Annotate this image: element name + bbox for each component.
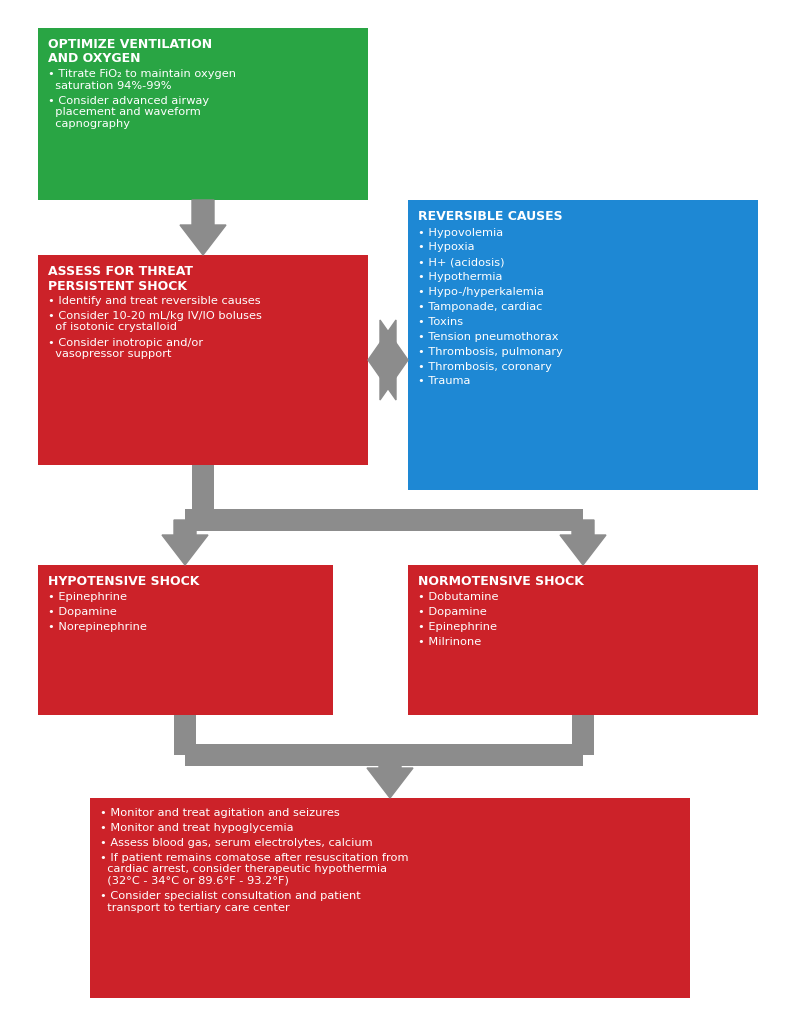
Text: • Dobutamine: • Dobutamine bbox=[418, 593, 498, 602]
Text: • Consider advanced airway
  placement and waveform
  capnography: • Consider advanced airway placement and… bbox=[48, 96, 209, 129]
Text: • Hypothermia: • Hypothermia bbox=[418, 272, 502, 283]
Text: • Assess blood gas, serum electrolytes, calcium: • Assess blood gas, serum electrolytes, … bbox=[100, 838, 373, 848]
Text: • Trauma: • Trauma bbox=[418, 377, 470, 386]
Text: HYPOTENSIVE SHOCK: HYPOTENSIVE SHOCK bbox=[48, 575, 199, 588]
Bar bbox=[572, 715, 594, 755]
Text: • Consider inotropic and/or
  vasopressor support: • Consider inotropic and/or vasopressor … bbox=[48, 338, 203, 359]
Text: • Titrate FiO₂ to maintain oxygen
  saturation 94%-99%: • Titrate FiO₂ to maintain oxygen satura… bbox=[48, 69, 236, 90]
Text: • Consider 10-20 mL/kg IV/IO boluses
  of isotonic crystalloid: • Consider 10-20 mL/kg IV/IO boluses of … bbox=[48, 311, 262, 333]
Text: • Thrombosis, coronary: • Thrombosis, coronary bbox=[418, 361, 552, 372]
Text: • Identify and treat reversible causes: • Identify and treat reversible causes bbox=[48, 296, 261, 306]
Bar bbox=[90, 798, 690, 998]
Text: • Tamponade, cardiac: • Tamponade, cardiac bbox=[418, 302, 543, 312]
Polygon shape bbox=[367, 755, 413, 798]
Text: • Epinephrine: • Epinephrine bbox=[418, 623, 497, 632]
Polygon shape bbox=[162, 520, 208, 565]
Polygon shape bbox=[380, 319, 408, 400]
Text: • Dopamine: • Dopamine bbox=[48, 607, 116, 617]
Text: ASSESS FOR THREAT
PERSISTENT SHOCK: ASSESS FOR THREAT PERSISTENT SHOCK bbox=[48, 265, 193, 293]
Text: • Epinephrine: • Epinephrine bbox=[48, 593, 127, 602]
Text: • Hypo-/hyperkalemia: • Hypo-/hyperkalemia bbox=[418, 287, 544, 297]
Text: OPTIMIZE VENTILATION
AND OXYGEN: OPTIMIZE VENTILATION AND OXYGEN bbox=[48, 38, 212, 66]
Text: • Toxins: • Toxins bbox=[418, 316, 463, 327]
Text: • Consider specialist consultation and patient
  transport to tertiary care cent: • Consider specialist consultation and p… bbox=[100, 891, 361, 913]
Bar bbox=[174, 715, 196, 755]
Polygon shape bbox=[560, 520, 606, 565]
Text: NORMOTENSIVE SHOCK: NORMOTENSIVE SHOCK bbox=[418, 575, 584, 588]
Bar bbox=[38, 565, 333, 715]
Text: • Hypoxia: • Hypoxia bbox=[418, 243, 474, 252]
Text: • Tension pneumothorax: • Tension pneumothorax bbox=[418, 332, 559, 342]
Text: • Norepinephrine: • Norepinephrine bbox=[48, 623, 147, 632]
Polygon shape bbox=[180, 200, 226, 255]
Bar bbox=[185, 744, 583, 766]
Bar bbox=[38, 28, 368, 200]
Bar bbox=[380, 350, 396, 370]
Text: REVERSIBLE CAUSES: REVERSIBLE CAUSES bbox=[418, 210, 563, 223]
Text: • Dopamine: • Dopamine bbox=[418, 607, 487, 617]
Text: • Monitor and treat agitation and seizures: • Monitor and treat agitation and seizur… bbox=[100, 808, 340, 818]
Text: • If patient remains comatose after resuscitation from
  cardiac arrest, conside: • If patient remains comatose after resu… bbox=[100, 853, 409, 886]
Text: • H+ (acidosis): • H+ (acidosis) bbox=[418, 257, 505, 267]
Bar bbox=[408, 200, 758, 490]
Polygon shape bbox=[368, 319, 396, 400]
Bar bbox=[38, 255, 368, 465]
Text: • Monitor and treat hypoglycemia: • Monitor and treat hypoglycemia bbox=[100, 823, 293, 833]
Text: • Milrinone: • Milrinone bbox=[418, 637, 481, 647]
Text: • Thrombosis, pulmonary: • Thrombosis, pulmonary bbox=[418, 346, 563, 356]
Text: • Hypovolemia: • Hypovolemia bbox=[418, 227, 503, 238]
Bar bbox=[192, 465, 214, 520]
Bar bbox=[408, 565, 758, 715]
Bar bbox=[185, 509, 583, 531]
